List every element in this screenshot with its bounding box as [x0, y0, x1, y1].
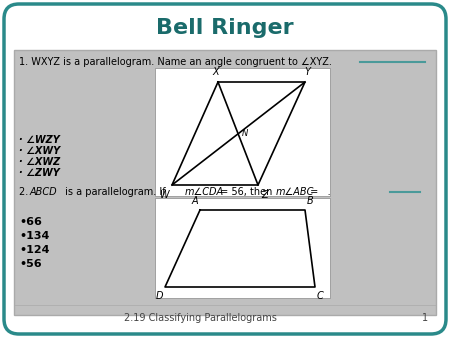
Text: •134: •134	[19, 231, 50, 241]
Text: A: A	[191, 196, 198, 206]
Text: X: X	[213, 67, 219, 77]
Text: Z: Z	[261, 190, 268, 200]
Text: is a parallelogram. If: is a parallelogram. If	[62, 187, 169, 197]
Text: •124: •124	[19, 245, 50, 255]
Text: 1: 1	[422, 313, 428, 323]
Text: •56: •56	[19, 259, 41, 269]
Text: 2.: 2.	[19, 187, 32, 197]
Text: = 56, then: = 56, then	[217, 187, 275, 197]
FancyBboxPatch shape	[14, 50, 436, 315]
Text: D: D	[156, 291, 163, 301]
FancyBboxPatch shape	[155, 198, 330, 298]
Text: ABCD: ABCD	[30, 187, 58, 197]
Text: · ∠XWZ: · ∠XWZ	[19, 157, 60, 167]
Text: N: N	[242, 129, 248, 138]
Text: Y: Y	[304, 67, 310, 77]
Text: W: W	[159, 190, 169, 200]
Text: · ∠XWY: · ∠XWY	[19, 146, 60, 156]
Text: 2.19 Classifying Parallelograms: 2.19 Classifying Parallelograms	[124, 313, 276, 323]
Text: · ∠ZWY: · ∠ZWY	[19, 168, 60, 178]
Text: 1. WXYZ is a parallelogram. Name an angle congruent to ∠XYZ.: 1. WXYZ is a parallelogram. Name an angl…	[19, 57, 332, 67]
Text: C: C	[317, 291, 324, 301]
Text: •66: •66	[19, 217, 42, 227]
Text: m∠CDA: m∠CDA	[185, 187, 224, 197]
FancyBboxPatch shape	[4, 4, 446, 334]
Text: =   .: = .	[307, 187, 331, 197]
FancyBboxPatch shape	[155, 68, 330, 196]
Text: m∠ABC: m∠ABC	[276, 187, 315, 197]
Text: · ∠WZY: · ∠WZY	[19, 135, 60, 145]
Text: Bell Ringer: Bell Ringer	[156, 18, 294, 38]
Text: B: B	[307, 196, 314, 206]
